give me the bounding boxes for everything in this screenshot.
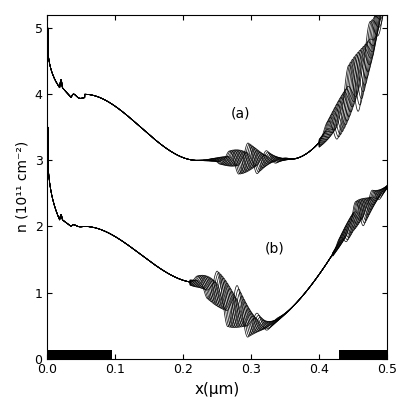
Y-axis label: n (10¹¹ cm⁻²): n (10¹¹ cm⁻²) [15,141,29,232]
Text: (b): (b) [265,242,285,256]
X-axis label: x(μm): x(μm) [194,382,240,397]
Text: (a): (a) [231,106,250,120]
